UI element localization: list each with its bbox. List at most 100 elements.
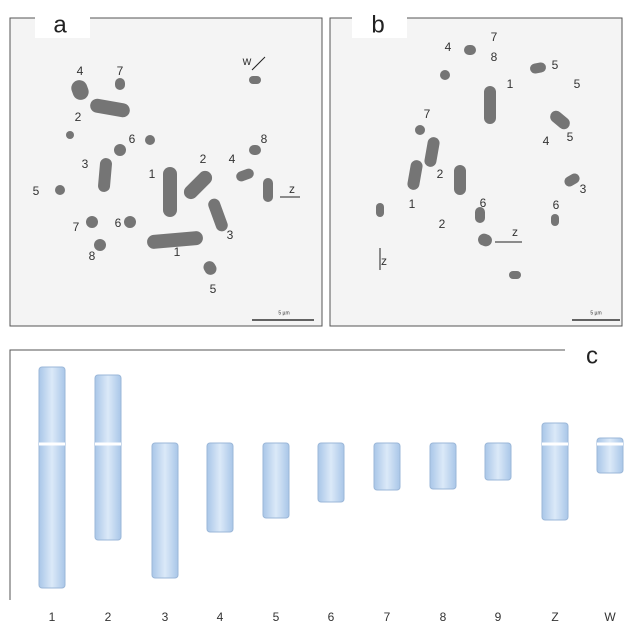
ideogram-chromosome [262,442,290,519]
annotation: 4 [77,64,84,78]
chromosome-spot [530,62,546,74]
annotation: 5 [567,130,574,144]
chromosome-spot [263,178,273,202]
annotation: 1 [149,167,156,181]
panel-label: b [371,11,384,38]
annotation: 6 [115,216,122,230]
chromosome-spot [440,70,450,80]
ideogram-chromosome [541,422,569,521]
ideogram-chromosome [151,442,179,579]
chromosome-spot [86,216,98,228]
chromosome-spot [55,185,65,195]
ideogram-chromosome [484,442,512,481]
annotation: 5 [33,184,40,198]
annotation: 5 [210,282,217,296]
chromosome-label: Z [551,610,558,624]
annotation: 5 [574,77,581,91]
chromosome-label: 7 [384,610,391,624]
chromosome-spot [484,86,496,124]
chromosome-spot [114,144,126,156]
label-bg [35,8,90,38]
chromosome-label: 1 [49,610,56,624]
panel-frame [9,349,565,600]
label-bg [352,8,407,38]
annotation: 6 [480,196,487,210]
annotation: 4 [543,134,550,148]
chromosome-spot [415,125,425,135]
chromosome-spot [94,239,106,251]
chromosome-spot [163,167,177,217]
chromosome-spot [183,170,213,200]
ideogram-chromosome [373,442,401,491]
chromosome-label: 9 [495,610,502,624]
chromosome-spot [478,233,492,247]
chromosome-spot [407,160,423,190]
scale-label: 5 µm [590,310,601,316]
chromosome-spot [249,145,261,155]
annotation: z [512,225,518,239]
chromosome-spot [424,137,440,167]
chromosome-spot [124,216,136,228]
annotation: 1 [409,197,416,211]
annotation: 8 [89,249,96,263]
chromosome-label: W [604,610,616,624]
annotation: w [242,54,252,68]
panel-label: c [586,342,598,369]
chromosome-spot [249,76,261,84]
chromosome-spot [208,198,228,232]
chromosome-spot [147,231,203,249]
annotation: 7 [491,30,498,44]
annotation: 7 [424,107,431,121]
chromosome-spot [145,135,155,145]
chromosome-spot [551,214,559,226]
chromosome-spot [475,207,485,223]
annotation: 4 [229,152,236,166]
ideogram-chromosome [38,366,66,589]
annotation: 2 [439,217,446,231]
annotation: z [381,254,387,268]
chromosome-label: 8 [440,610,447,624]
annotation: z [289,182,295,196]
panel-b: b 5 µm [329,8,623,327]
chromosome-spot [66,131,74,139]
ideogram-chromosome [317,442,345,503]
chromosome-spot [509,271,521,279]
chromosome-spot [454,165,466,195]
ideogram-chromosome [94,374,122,541]
annotation: 2 [200,152,207,166]
scale-label: 5 µm [278,310,289,316]
chromosome-label: 3 [162,610,169,624]
chromosome-label: 2 [105,610,112,624]
chromosome-spot [550,110,570,130]
chromosome-spot [98,158,112,192]
chromosome-spot [71,80,89,100]
annotation: 6 [129,132,136,146]
chromosome-spot [90,98,130,118]
annotation: 2 [75,110,82,124]
annotation: 1 [507,77,514,91]
chromosome-label: 6 [328,610,335,624]
annotation: 4 [445,40,452,54]
chromosome-spot [203,261,217,275]
ideogram-chromosome [206,442,234,533]
arrow [251,56,266,71]
panel-label: a [53,11,67,38]
chromosome-label: 5 [273,610,280,624]
annotation: 3 [580,182,587,196]
chromosome-spot [564,173,580,187]
annotation: 5 [552,58,559,72]
annotation: 3 [227,228,234,242]
annotation: 7 [73,220,80,234]
annotation: 1 [174,245,181,259]
ideogram-chromosome [429,442,457,490]
panel-c: c [9,342,598,600]
chromosome-spot [236,168,254,182]
annotation: 3 [82,157,89,171]
annotation: 8 [261,132,268,146]
annotation: 6 [553,198,560,212]
panel-frame [329,17,623,327]
annotation: 2 [437,167,444,181]
chromosome-spot [464,45,476,55]
